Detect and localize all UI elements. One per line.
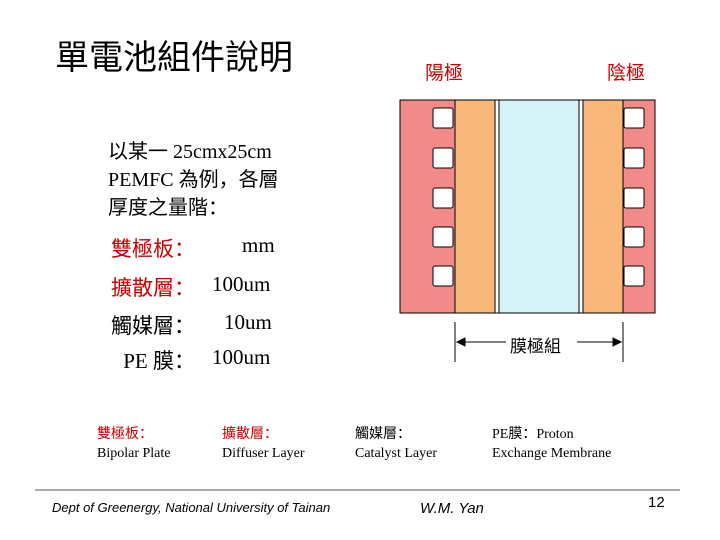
legend-en: Exchange Membrane	[492, 446, 612, 461]
diffuser-layer	[454, 99, 496, 314]
legend-en: Diffuser Layer	[222, 446, 305, 461]
spec-label: 觸媒層：	[111, 314, 195, 338]
channel	[432, 107, 454, 129]
channel	[432, 147, 454, 169]
mea-label: 膜極組	[510, 337, 561, 356]
legend-zh: 觸媒層：	[355, 427, 411, 442]
channel	[432, 226, 454, 248]
legend-zh: 雙極板：	[97, 427, 153, 442]
arrowhead	[455, 337, 623, 347]
channel	[623, 265, 645, 287]
intro-line: PEMFC 為例，各層	[108, 169, 279, 191]
catalyst-layer	[494, 99, 500, 314]
channel	[432, 265, 454, 287]
spec-label: 擴散層：	[111, 276, 195, 300]
intro-line: 厚度之量階：	[108, 197, 228, 219]
spec-value: 100um	[212, 272, 271, 296]
legend-en: Bipolar Plate	[97, 446, 171, 461]
spec-value: 100um	[212, 345, 271, 369]
membrane	[498, 99, 580, 314]
legend-zh: PE膜：Proton	[492, 427, 574, 442]
channel	[623, 107, 645, 129]
spec-label: PE 膜：	[123, 349, 195, 373]
channel	[623, 187, 645, 209]
legend-en: Catalyst Layer	[355, 446, 438, 461]
anode-label: 陽極	[425, 63, 464, 84]
channel	[623, 147, 645, 169]
page-number: 12	[648, 494, 665, 511]
spec-label: 雙極板：	[111, 237, 195, 261]
spec-value: mm	[242, 233, 275, 257]
footer-dept: Dept of Greenergy, National University o…	[52, 500, 331, 515]
legend-zh: 擴散層：	[222, 427, 278, 442]
diffuser-layer	[582, 99, 624, 314]
channel	[432, 187, 454, 209]
footer-author: W.M. Yan	[420, 500, 484, 517]
cathode-label: 陰極	[607, 63, 646, 84]
title: 單電池組件說明	[55, 40, 293, 77]
channel	[623, 226, 645, 248]
intro-line: 以某一 25cmx25cm	[108, 141, 272, 163]
spec-value: 10um	[224, 310, 272, 334]
catalyst-layer	[578, 99, 584, 314]
